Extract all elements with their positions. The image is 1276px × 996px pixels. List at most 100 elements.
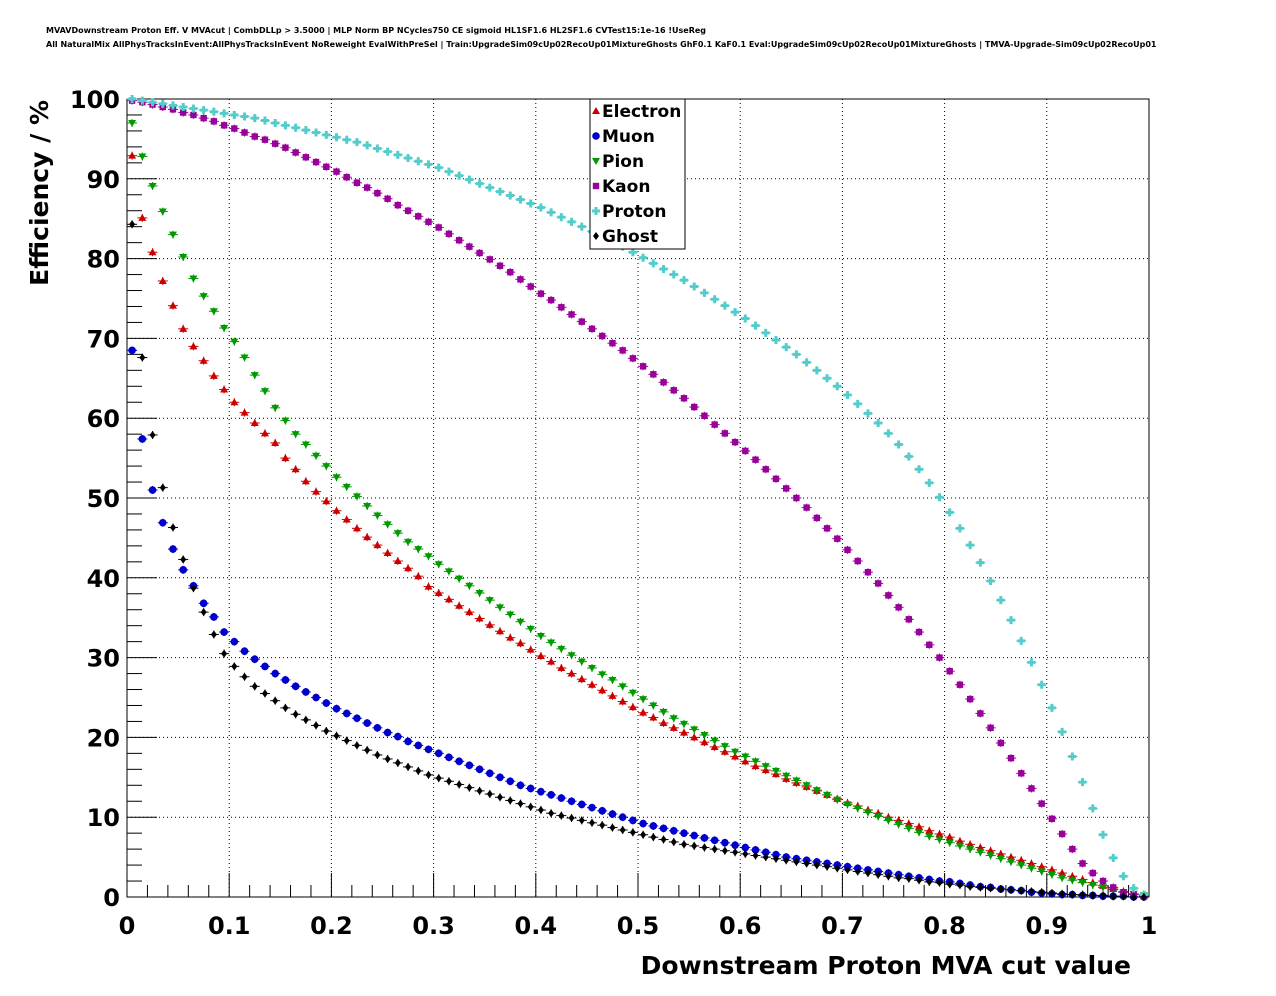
electron-point [443, 595, 454, 604]
kaon-point [525, 282, 536, 291]
kaon-marker [1018, 770, 1025, 777]
kaon-point [617, 346, 628, 355]
kaon-point [740, 446, 751, 455]
kaon-marker [292, 149, 299, 156]
muon-marker [291, 682, 300, 691]
pion-point [392, 529, 403, 538]
ghost-marker [732, 848, 739, 857]
proton-point [1006, 616, 1017, 625]
muon-marker [639, 819, 647, 828]
pion-point [893, 820, 904, 829]
kaon-marker [936, 654, 943, 661]
muon-marker [680, 829, 688, 837]
kaon-point [607, 339, 618, 348]
kaon-point [229, 124, 240, 133]
ghost-point [525, 802, 536, 811]
kaon-point [730, 438, 741, 447]
muon-marker [210, 613, 218, 621]
muon-marker [128, 346, 136, 355]
muon-marker [629, 816, 637, 825]
proton-marker [792, 350, 801, 359]
kaon-marker [731, 438, 739, 446]
proton-point [413, 157, 424, 166]
proton-point [188, 104, 199, 113]
electron-marker [700, 738, 709, 746]
kaon-point [505, 268, 516, 277]
proton-marker [996, 596, 1005, 605]
ghost-point [1098, 891, 1109, 900]
ghost-marker [987, 884, 994, 893]
ghost-point [403, 762, 414, 771]
kaon-marker [558, 304, 565, 311]
ghost-point [382, 754, 393, 763]
pion-point [699, 731, 710, 740]
electron-marker [209, 371, 218, 379]
ghost-marker [149, 430, 156, 439]
pion-marker [874, 813, 883, 821]
muon-marker [312, 693, 320, 702]
kaon-point [719, 429, 730, 438]
pion-marker [1007, 858, 1016, 866]
muon-point [403, 737, 414, 746]
y-tick-label: 40 [87, 565, 120, 593]
muon-point [648, 821, 659, 830]
proton-point [791, 350, 802, 359]
ghost-marker [844, 865, 851, 874]
ghost-marker [302, 715, 309, 724]
proton-point [638, 253, 649, 262]
muon-point [372, 723, 383, 732]
proton-point [556, 213, 567, 222]
proton-point [198, 106, 209, 115]
muon-point [730, 841, 741, 850]
ghost-marker [783, 856, 790, 865]
kaon-marker [261, 136, 269, 143]
y-tick-label: 80 [87, 246, 120, 274]
pion-marker [659, 708, 668, 716]
ghost-marker [1059, 889, 1066, 898]
proton-point [658, 264, 669, 273]
kaon-marker [363, 184, 371, 191]
proton-marker [915, 465, 924, 474]
pion-point [515, 617, 526, 626]
kaon-marker [864, 569, 872, 576]
pion-point [822, 790, 833, 799]
kaon-point [300, 153, 311, 162]
kaon-marker [987, 724, 994, 732]
kaon-point [433, 223, 444, 232]
ghost-marker [793, 857, 800, 866]
muon-marker [424, 745, 433, 754]
proton-point [178, 102, 189, 111]
kaon-point [280, 143, 291, 152]
electron-point [208, 371, 219, 380]
proton-marker [516, 195, 525, 204]
kaon-point [689, 403, 700, 412]
kaon-point [423, 217, 434, 226]
pion-point [658, 707, 669, 716]
muon-point [607, 810, 618, 819]
legend-item-pion: Pion [592, 152, 644, 172]
electron-marker [996, 849, 1005, 857]
ghost-point [505, 796, 516, 805]
muon-point [127, 346, 138, 355]
muon-marker [363, 719, 371, 727]
muon-point [709, 836, 720, 845]
proton-point [362, 141, 373, 150]
kaon-point [290, 148, 301, 157]
pion-point [1087, 881, 1098, 890]
ghost-marker [435, 774, 442, 783]
series-ghost [127, 220, 1149, 901]
kaon-point [709, 420, 720, 429]
ghost-marker [640, 830, 647, 839]
kaon-marker [210, 118, 218, 125]
kaon-point [1098, 877, 1109, 886]
kaon-marker [312, 158, 320, 166]
proton-point [167, 101, 178, 110]
pion-marker [271, 404, 280, 412]
proton-marker [363, 141, 372, 150]
ghost-marker [895, 873, 902, 882]
ghost-point [995, 885, 1006, 894]
ghost-point [781, 856, 792, 865]
ghost-marker [210, 630, 217, 639]
ghost-marker [834, 864, 841, 873]
muon-marker [383, 728, 392, 737]
